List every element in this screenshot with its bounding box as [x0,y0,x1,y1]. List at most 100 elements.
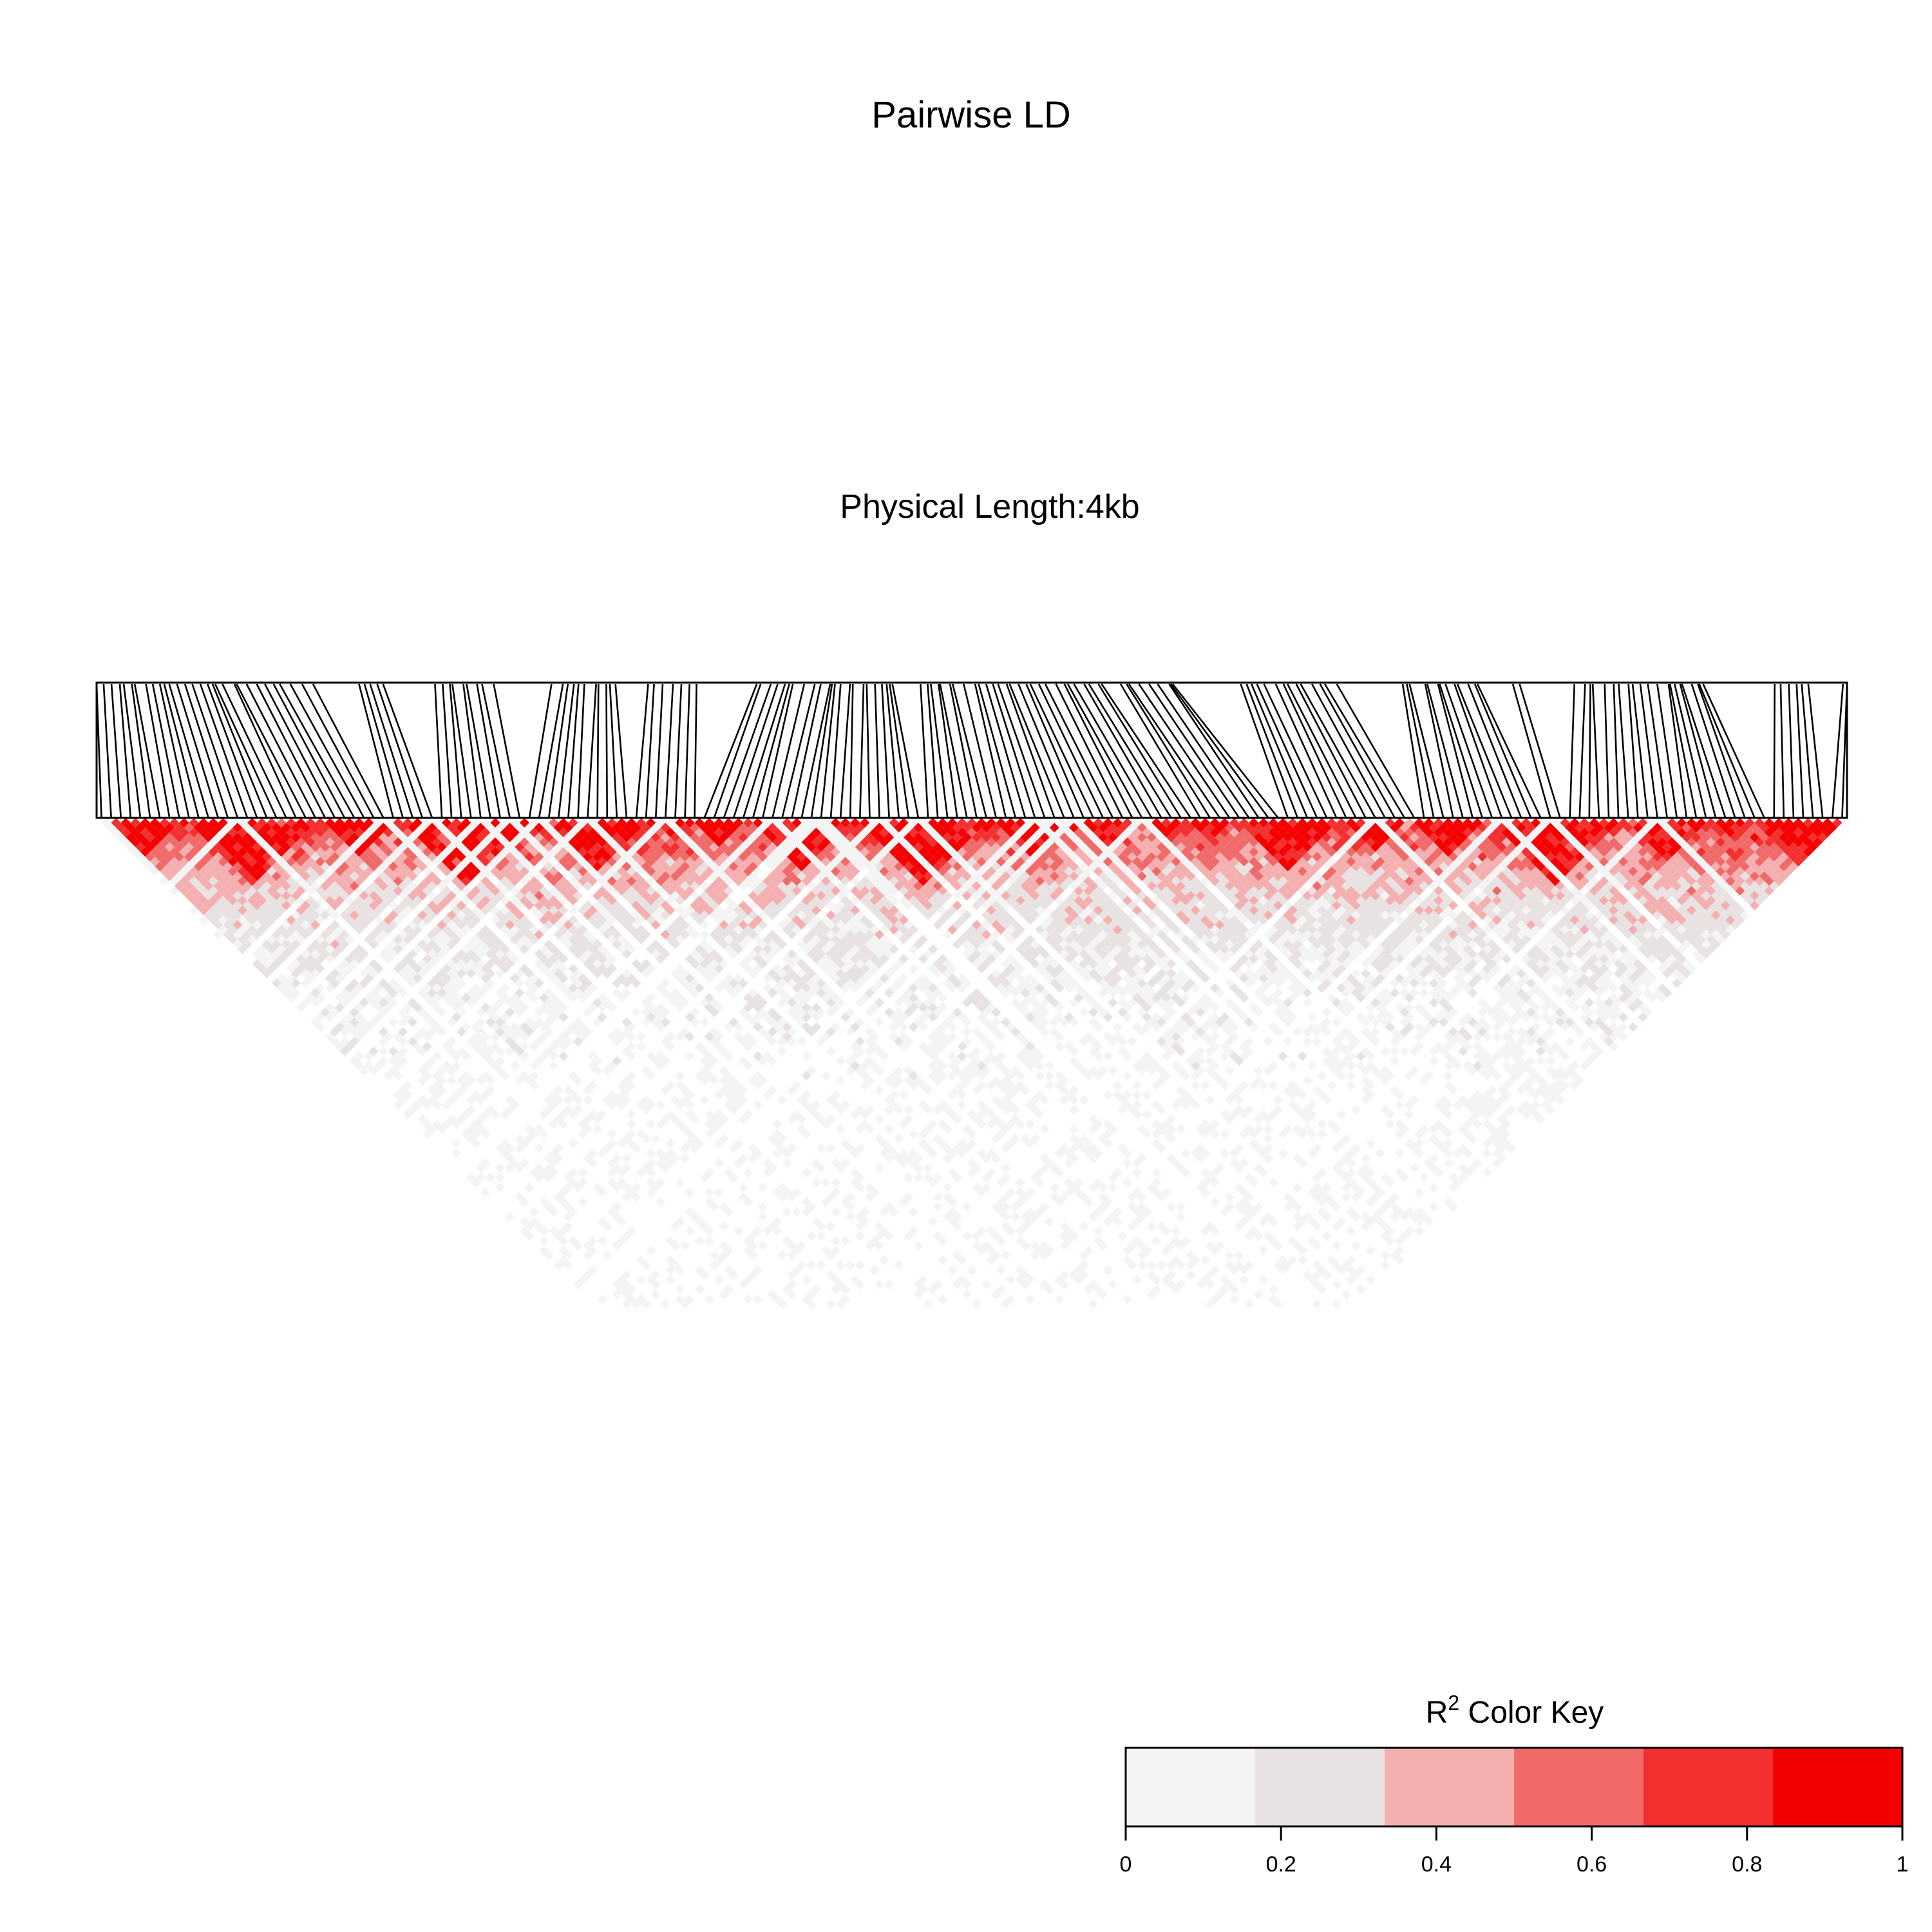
ld-cell [398,958,408,969]
ld-cell [875,1231,885,1241]
ld-cell [801,1168,811,1178]
ld-cell [801,1294,811,1304]
ld-cell [675,1284,685,1294]
ld-cell [524,851,535,862]
ld-cell [797,1260,807,1271]
ld-cell [626,1129,637,1139]
ld-cell [553,1231,564,1241]
ld-cell [748,1250,758,1261]
ld-cell [427,871,437,882]
ld-cell [544,1153,554,1164]
ld-cell [500,828,510,838]
ld-cell [408,920,418,930]
ld-cell [227,828,238,838]
ld-cell [544,920,554,930]
ld-cell [276,837,287,848]
ld-cell [359,851,369,862]
ld-cell [451,828,462,838]
ld-cell [670,1221,680,1231]
ld-cell [330,832,340,842]
ld-cell [393,818,403,828]
ld-cell [621,969,632,979]
ld-cell [471,895,481,905]
ld-cell [694,1217,705,1227]
ld-cell [709,1124,719,1134]
ld-cell [500,1148,510,1159]
ld-cell [505,998,515,1008]
ld-cell [320,1007,330,1018]
ld-cell [466,920,476,930]
ld-cell [412,895,422,905]
ld-cell [486,949,496,959]
ld-cell [549,992,559,1003]
ld-cell [587,1002,598,1012]
ld-cell [587,1265,598,1275]
ld-cell [519,944,529,954]
ld-cell [505,1095,515,1105]
ld-cell [694,1265,705,1275]
ld-cell [782,1158,792,1168]
ld-cell [762,1168,773,1178]
ld-cell [427,958,437,969]
ld-cell [135,842,146,852]
ld-cell [811,1177,821,1188]
ld-cell [334,818,345,828]
ld-cell [422,1041,432,1052]
ld-cell [553,920,564,930]
ld-cell [194,851,204,862]
ld-cell [549,905,559,915]
ld-cell [660,1017,670,1027]
ld-cell [738,1056,748,1066]
ld-cell [505,1163,515,1173]
ld-cell [704,1236,714,1246]
ld-cell [140,847,151,857]
ld-cell [252,871,262,882]
ld-cell [456,822,466,833]
ld-cell [242,842,252,852]
ld-cell [767,1163,777,1173]
ld-cell [364,818,374,828]
ld-cell [495,958,506,969]
ld-cell [486,1056,496,1066]
ld-cell [723,1245,734,1256]
ld-cell [568,1139,578,1149]
ld-cell [616,992,627,1003]
ld-cell [616,1284,627,1294]
ld-cell [480,1032,491,1042]
ld-cell [437,881,447,891]
ld-cell [461,944,471,954]
ld-cell [291,832,301,842]
ld-cell [345,992,355,1003]
ld-cell [456,949,466,959]
ld-cell [291,910,301,920]
ld-cell [777,1095,788,1105]
ld-cell [486,929,496,940]
ld-cell [315,828,325,838]
ld-cell [437,939,447,949]
ld-cell [583,1270,593,1280]
ld-cell [368,969,379,979]
ld-cell [461,954,471,964]
ld-cell [334,837,345,848]
ld-cell [544,1007,554,1018]
ld-cell [685,1090,695,1100]
ld-cell [169,876,180,886]
ld-cell [626,1022,637,1032]
ld-cell [656,1099,666,1110]
ld-cell [592,1017,603,1027]
ld-cell [427,1095,437,1105]
ld-cell [583,958,593,969]
ld-cell [539,1236,549,1246]
ld-cell [471,857,481,867]
ld-cell [519,934,529,945]
ld-cell [704,1119,714,1130]
ld-cell [451,934,462,945]
ld-cell [519,837,529,848]
ld-cell [471,934,481,945]
ld-cell [495,881,506,891]
ld-cell [301,978,311,989]
ld-cell [694,1236,705,1246]
ld-cell [398,939,408,949]
ld-cell [685,1099,695,1110]
ld-cell [650,1280,661,1290]
